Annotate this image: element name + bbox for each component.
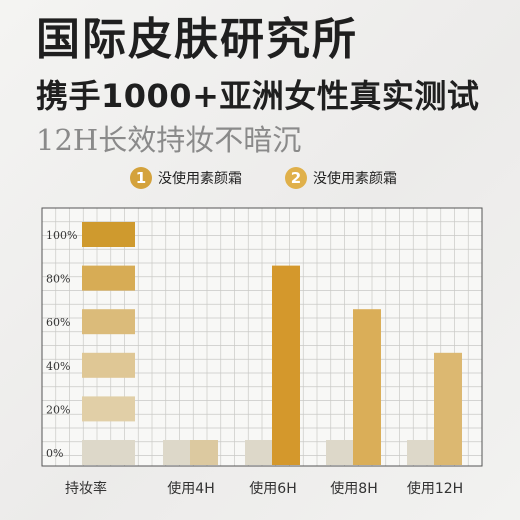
bar-series2 bbox=[272, 265, 300, 465]
y-scale-tile bbox=[82, 396, 135, 422]
y-axis-label: 持妆率 bbox=[65, 480, 107, 497]
legend-number-2: 2 bbox=[285, 167, 307, 189]
y-tick-label: 0% bbox=[46, 447, 63, 460]
y-tick-label: 40% bbox=[46, 360, 70, 373]
legend-label-1: 没使用素颜霜 bbox=[158, 171, 242, 187]
y-scale-tile bbox=[82, 265, 135, 291]
x-tick-label: 使用6H bbox=[249, 480, 296, 497]
bar-series1 bbox=[326, 440, 354, 465]
y-tick-label: 20% bbox=[46, 403, 70, 416]
chart-frame bbox=[41, 207, 483, 467]
page-tagline: 12H长效持妆不暗沉 bbox=[36, 123, 302, 157]
y-tick-label: 100% bbox=[46, 229, 77, 242]
x-tick-label: 使用12H bbox=[407, 480, 463, 497]
page-title: 国际皮肤研究所 bbox=[36, 14, 358, 65]
bar-series2 bbox=[190, 440, 218, 465]
bar-series2 bbox=[353, 309, 381, 465]
y-scale-tile bbox=[82, 222, 135, 247]
y-tick-label: 80% bbox=[46, 273, 70, 286]
legend-item-2: 2 没使用素颜霜 bbox=[285, 166, 397, 190]
x-tick-label: 使用4H bbox=[167, 480, 214, 497]
y-scale-tile bbox=[82, 309, 135, 335]
bar-series1 bbox=[163, 440, 191, 465]
legend-label-2: 没使用素颜霜 bbox=[313, 171, 397, 187]
legend-number-1: 1 bbox=[130, 167, 152, 189]
bar-series1 bbox=[407, 440, 435, 465]
y-tick-label: 60% bbox=[46, 316, 70, 329]
bar-series1 bbox=[245, 440, 273, 465]
page-subtitle: 携手1000+亚洲女性真实测试 bbox=[36, 77, 480, 115]
legend-item-1: 1 没使用素颜霜 bbox=[130, 166, 242, 190]
y-scale-tile bbox=[82, 440, 135, 465]
bar-series2 bbox=[434, 352, 462, 465]
x-tick-label: 使用8H bbox=[330, 480, 377, 497]
y-scale-tile bbox=[82, 352, 135, 378]
